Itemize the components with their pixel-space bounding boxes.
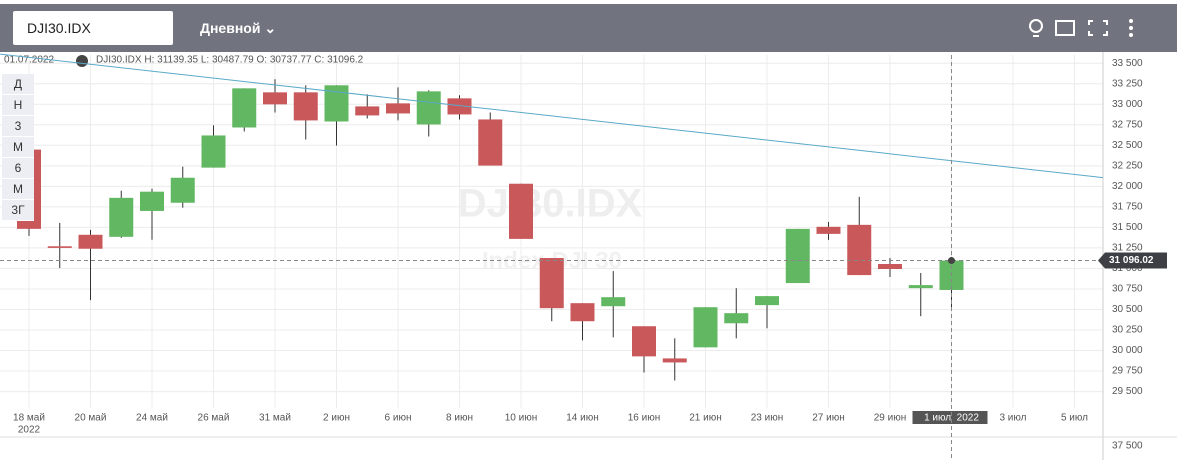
y-tick-label: 29 500 bbox=[1112, 386, 1143, 397]
candle-body bbox=[140, 191, 164, 211]
trendline bbox=[0, 53, 1104, 179]
x-tick-label: 3 июл bbox=[999, 413, 1026, 424]
candle-body bbox=[386, 103, 410, 114]
info-date: 01.07.2022 bbox=[4, 55, 54, 66]
y-tick-label: 33 500 bbox=[1112, 58, 1143, 69]
x-tick-label: 27 июн bbox=[812, 413, 845, 424]
toolbar: DJI30.IDX Дневной ⌄ bbox=[0, 4, 1177, 52]
y-tick-label: 31 500 bbox=[1112, 222, 1143, 233]
candle-body bbox=[816, 226, 841, 234]
toolbar-icons bbox=[1029, 19, 1133, 37]
candle-body bbox=[109, 197, 134, 237]
range-button[interactable]: 3Г bbox=[2, 200, 34, 221]
y-tick-label: 32 000 bbox=[1112, 181, 1143, 192]
x-tick-label: 6 июн bbox=[385, 413, 412, 424]
x-tick-label: 18 май bbox=[13, 413, 45, 424]
chart: DJI30.IDX Index DJI 30 37 500 01.07.2022… bbox=[0, 52, 1177, 460]
y-tick-label: 31 250 bbox=[1112, 243, 1143, 254]
x-tick-label: 20 май bbox=[75, 413, 107, 424]
candle-body bbox=[693, 307, 718, 348]
y-tick-label: 30 000 bbox=[1112, 345, 1143, 356]
y-tick-label: 30 500 bbox=[1112, 304, 1143, 315]
period-select[interactable]: Дневной ⌄ bbox=[200, 20, 277, 36]
range-button[interactable]: М bbox=[2, 179, 34, 200]
info-text: DJI30.IDX H: 31139.35 L: 30487.79 O: 307… bbox=[96, 55, 364, 66]
candle-body bbox=[232, 88, 257, 128]
y-tick-label: 31 750 bbox=[1112, 202, 1143, 213]
range-button[interactable]: 6 bbox=[2, 158, 34, 179]
candle-body bbox=[878, 264, 902, 270]
date-highlight bbox=[912, 411, 988, 424]
x-tick-label: 5 июл bbox=[1061, 413, 1088, 424]
y-tick-label: 30 250 bbox=[1112, 325, 1143, 336]
candle-body bbox=[170, 177, 195, 203]
price-label: 31 096.02 bbox=[1109, 255, 1154, 266]
candle-body bbox=[78, 234, 103, 249]
candle-body bbox=[570, 303, 595, 322]
candle-body bbox=[847, 224, 872, 276]
candle-body bbox=[785, 228, 810, 284]
x-tick-label: 14 июн bbox=[566, 413, 599, 424]
x-tick-label: 31 май bbox=[259, 413, 291, 424]
grid bbox=[0, 55, 1103, 408]
candle-body bbox=[601, 297, 626, 307]
candle-body bbox=[724, 313, 749, 324]
candle-body bbox=[509, 183, 533, 239]
y-tick-label: 32 750 bbox=[1112, 119, 1143, 130]
candle-body bbox=[201, 135, 226, 168]
x-tick-label: 24 май bbox=[136, 413, 168, 424]
range-button[interactable]: 3 bbox=[2, 116, 34, 137]
x-tick-label: 26 май bbox=[198, 413, 230, 424]
x-tick-label: 16 июн bbox=[628, 413, 661, 424]
x-tick-label: 10 июн bbox=[505, 413, 538, 424]
info-dot bbox=[76, 55, 88, 67]
range-button[interactable]: Н bbox=[2, 95, 34, 116]
x-tick-label: 23 июн bbox=[751, 413, 784, 424]
year-label: 2022 bbox=[18, 425, 41, 436]
idea-icon[interactable] bbox=[1029, 19, 1043, 33]
image-icon[interactable] bbox=[1055, 20, 1075, 36]
period-text: Дневной bbox=[200, 20, 261, 36]
fullscreen-icon[interactable] bbox=[1088, 20, 1108, 36]
candle-body bbox=[47, 246, 72, 248]
candle-body bbox=[263, 92, 287, 105]
y-tick-label: 31 000 bbox=[1112, 263, 1143, 274]
side-buttons: Д Н 3 М 6 М 3Г bbox=[2, 74, 34, 221]
candle-body bbox=[355, 106, 380, 116]
candle-body bbox=[662, 358, 687, 363]
y-tick-label: 33 000 bbox=[1112, 99, 1143, 110]
y-tick-label: 32 500 bbox=[1112, 140, 1143, 151]
candle-body bbox=[632, 326, 656, 357]
candle-body bbox=[755, 296, 779, 306]
x-tick-label: 21 июн bbox=[689, 413, 722, 424]
candle-body bbox=[416, 91, 441, 125]
candle-body bbox=[908, 285, 933, 289]
menu-icon[interactable] bbox=[1129, 19, 1133, 37]
x-tick-label: 1 июл 2022 bbox=[924, 413, 979, 424]
x-tick-label: 8 июн bbox=[446, 413, 473, 424]
candle-body bbox=[447, 98, 472, 115]
range-button[interactable]: М bbox=[2, 137, 34, 158]
x-tick-label: 2 июн bbox=[323, 413, 350, 424]
volume-tick: 37 500 bbox=[1112, 441, 1143, 452]
y-tick-label: 33 250 bbox=[1112, 78, 1143, 89]
y-tick-label: 30 750 bbox=[1112, 284, 1143, 295]
candle-body bbox=[539, 258, 564, 309]
candle-body bbox=[478, 119, 503, 166]
y-tick-label: 32 250 bbox=[1112, 160, 1143, 171]
crosshair-dot bbox=[948, 257, 955, 265]
range-button[interactable]: Д bbox=[2, 74, 34, 95]
x-tick-label: 29 июн bbox=[874, 413, 907, 424]
price-marker bbox=[1098, 252, 1167, 269]
watermark: DJI30.IDX bbox=[458, 182, 643, 226]
y-tick-label: 29 750 bbox=[1112, 366, 1143, 377]
symbol-input[interactable]: DJI30.IDX bbox=[13, 11, 173, 45]
candle-body bbox=[293, 92, 318, 121]
